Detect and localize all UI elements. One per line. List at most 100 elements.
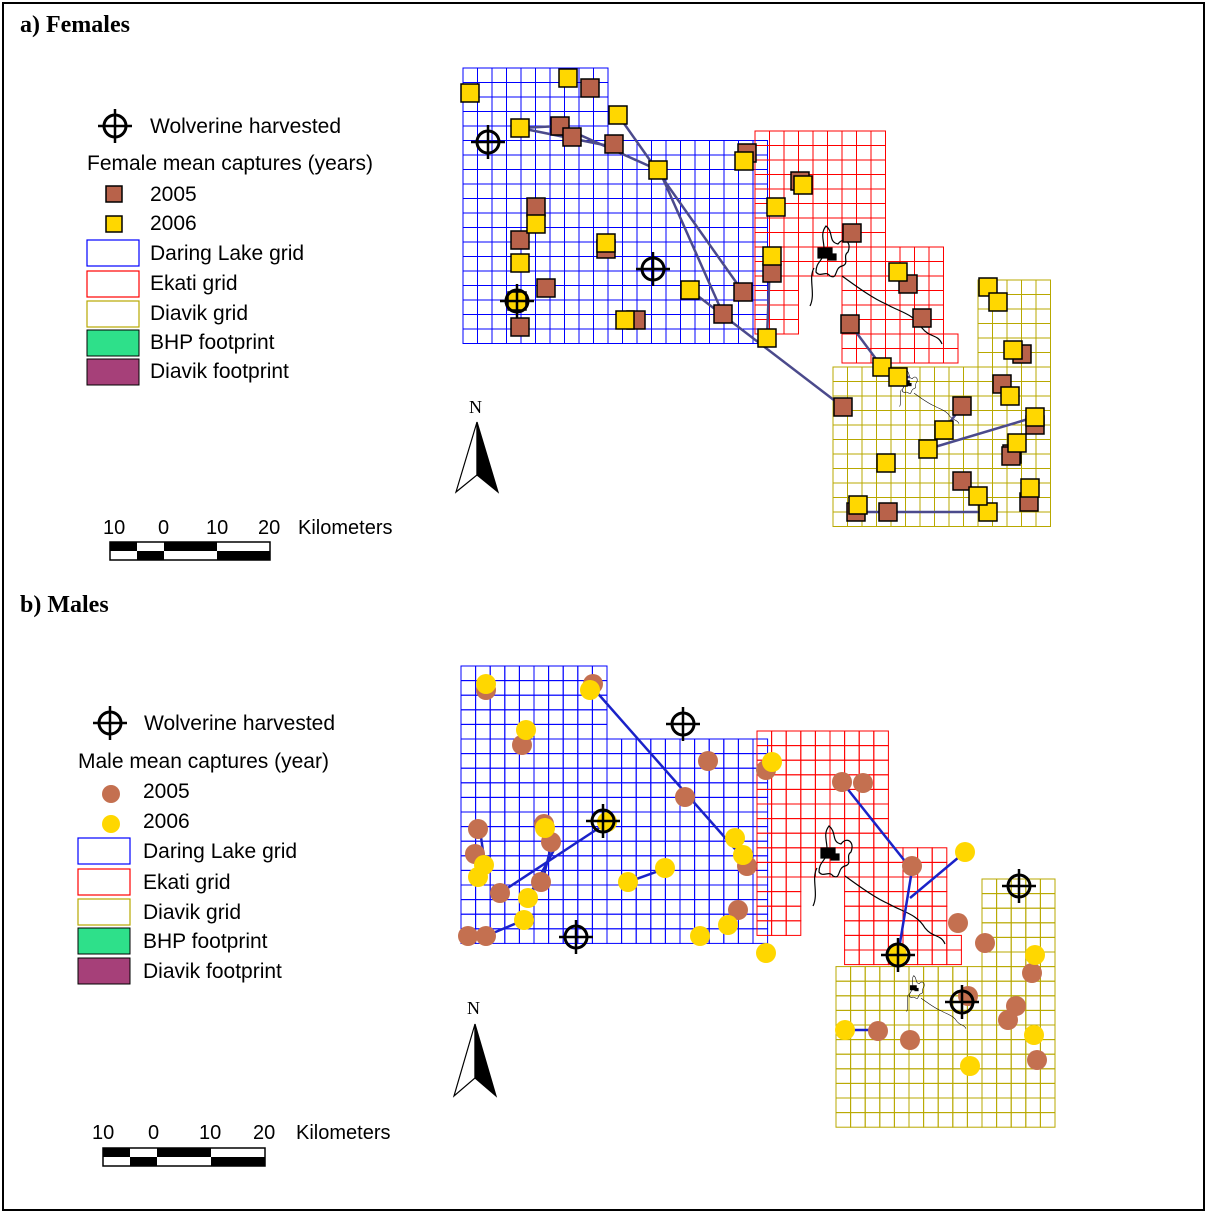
scale-bar: 10 0 10 20 Kilometers bbox=[92, 1122, 390, 1167]
crosshair-icon bbox=[500, 284, 534, 318]
legend-bhp-label: BHP footprint bbox=[143, 930, 268, 953]
movement-line bbox=[592, 687, 751, 867]
capture-2005-circle bbox=[490, 883, 510, 903]
crosshair-icon bbox=[559, 920, 593, 954]
capture-2006-square bbox=[968, 486, 988, 506]
capture-2005-circle bbox=[902, 856, 922, 876]
capture-2005-circle bbox=[531, 872, 551, 892]
capture-2006-square bbox=[608, 105, 628, 125]
legend-diavik-label: Diavik grid bbox=[150, 302, 248, 325]
legend-diavik-label: Diavik grid bbox=[143, 901, 241, 924]
legend-daring-label: Daring Lake grid bbox=[150, 242, 304, 265]
capture-2006-circle bbox=[655, 858, 675, 878]
capture-2006-square bbox=[510, 253, 530, 273]
capture-2006-square bbox=[988, 292, 1008, 312]
movement-line bbox=[896, 869, 914, 956]
diavik-swatch bbox=[77, 898, 131, 926]
ekati-swatch bbox=[86, 270, 140, 298]
scale-unit: Kilometers bbox=[296, 1122, 390, 1144]
capture-2005-square bbox=[952, 471, 972, 491]
capture-2005-circle bbox=[1022, 963, 1042, 983]
square-2006-icon bbox=[105, 215, 123, 233]
capture-2006-square bbox=[793, 175, 813, 195]
capture-2005-square bbox=[604, 134, 624, 154]
capture-2006-circle bbox=[718, 915, 738, 935]
legend-harvested-label: Wolverine harvested bbox=[144, 712, 335, 735]
movement-line bbox=[927, 415, 1036, 451]
ekati-grid bbox=[754, 130, 959, 364]
capture-2006-square bbox=[1020, 478, 1040, 498]
capture-2006-square bbox=[872, 357, 892, 377]
capture-2006-square bbox=[978, 502, 998, 522]
capture-2006-square bbox=[978, 277, 998, 297]
capture-2006-square bbox=[848, 495, 868, 515]
movement-line bbox=[616, 114, 745, 293]
movement-line bbox=[841, 781, 913, 871]
north-label: N bbox=[469, 397, 482, 417]
crosshair-icon bbox=[945, 985, 979, 1019]
crosshair-icon bbox=[1002, 869, 1036, 903]
crosshair-icon bbox=[881, 938, 915, 972]
legend-diavik-fp-label: Diavik footprint bbox=[150, 360, 289, 383]
scale-tick: 10 bbox=[92, 1122, 114, 1144]
legend-captures-title: Female mean captures (years) bbox=[87, 152, 373, 175]
capture-2006-square bbox=[596, 233, 616, 253]
panel-b-title: b) Males bbox=[20, 592, 109, 618]
capture-2006-circle bbox=[756, 943, 776, 963]
capture-2006-square bbox=[1025, 407, 1045, 427]
capture-2006-square bbox=[460, 83, 480, 103]
capture-2006-circle bbox=[518, 888, 538, 908]
capture-2006-circle bbox=[1025, 945, 1045, 965]
scale-tick: 10 bbox=[206, 517, 228, 539]
capture-2006-circle bbox=[580, 680, 600, 700]
scale-tick: 10 bbox=[199, 1122, 221, 1144]
capture-2005-circle bbox=[1027, 1050, 1047, 1070]
capture-2005-circle bbox=[698, 751, 718, 771]
panel-a-legend: Wolverine harvested Female mean captures… bbox=[86, 107, 373, 386]
capture-2006-circle bbox=[733, 845, 753, 865]
capture-2005-square bbox=[580, 78, 600, 98]
capture-2006-square bbox=[757, 328, 777, 348]
mine-footprint bbox=[899, 370, 960, 424]
capture-2006-square bbox=[1003, 340, 1023, 360]
capture-2005-circle bbox=[948, 913, 968, 933]
square-2005-icon bbox=[105, 185, 123, 203]
legend-harvested-label: Wolverine harvested bbox=[150, 115, 341, 138]
movement-line bbox=[499, 820, 609, 895]
scale-unit: Kilometers bbox=[298, 517, 392, 539]
movement-line bbox=[909, 851, 966, 899]
legend-captures-title: Male mean captures (year) bbox=[78, 750, 329, 773]
capture-2005-square bbox=[526, 197, 546, 217]
legend-bhp-label: BHP footprint bbox=[150, 331, 275, 354]
capture-2005-circle bbox=[868, 1021, 888, 1041]
scale-tick: 0 bbox=[148, 1122, 159, 1144]
movement-line bbox=[689, 289, 844, 408]
crosshair-icon bbox=[636, 252, 670, 286]
capture-2006-square bbox=[762, 246, 782, 266]
capture-2006-square bbox=[526, 214, 546, 234]
capture-2005-square bbox=[878, 502, 898, 522]
legend-2006-label: 2006 bbox=[150, 212, 197, 235]
legend-2006-label: 2006 bbox=[143, 810, 190, 833]
capture-2005-circle bbox=[675, 787, 695, 807]
bhp-swatch bbox=[77, 927, 131, 955]
ekati-grid bbox=[756, 730, 962, 966]
diavik-footprint-swatch bbox=[86, 358, 140, 386]
bhp-swatch bbox=[86, 329, 140, 357]
diavik-swatch bbox=[86, 300, 140, 328]
scale-bar: 10 0 10 20 Kilometers bbox=[103, 517, 392, 561]
capture-2005-square bbox=[733, 282, 753, 302]
diavik-footprint-swatch bbox=[77, 957, 131, 985]
mine-footprint bbox=[812, 825, 946, 945]
capture-2006-circle bbox=[762, 752, 782, 772]
capture-2006-square bbox=[888, 367, 908, 387]
mine-footprint bbox=[906, 975, 967, 1029]
circle-2005-icon bbox=[102, 785, 120, 803]
capture-2005-square bbox=[842, 223, 862, 243]
capture-2005-circle bbox=[476, 926, 496, 946]
crosshair-icon bbox=[91, 704, 129, 742]
capture-2005-square bbox=[510, 317, 530, 337]
daring-lake-grid bbox=[460, 665, 769, 944]
capture-2006-square bbox=[648, 160, 668, 180]
